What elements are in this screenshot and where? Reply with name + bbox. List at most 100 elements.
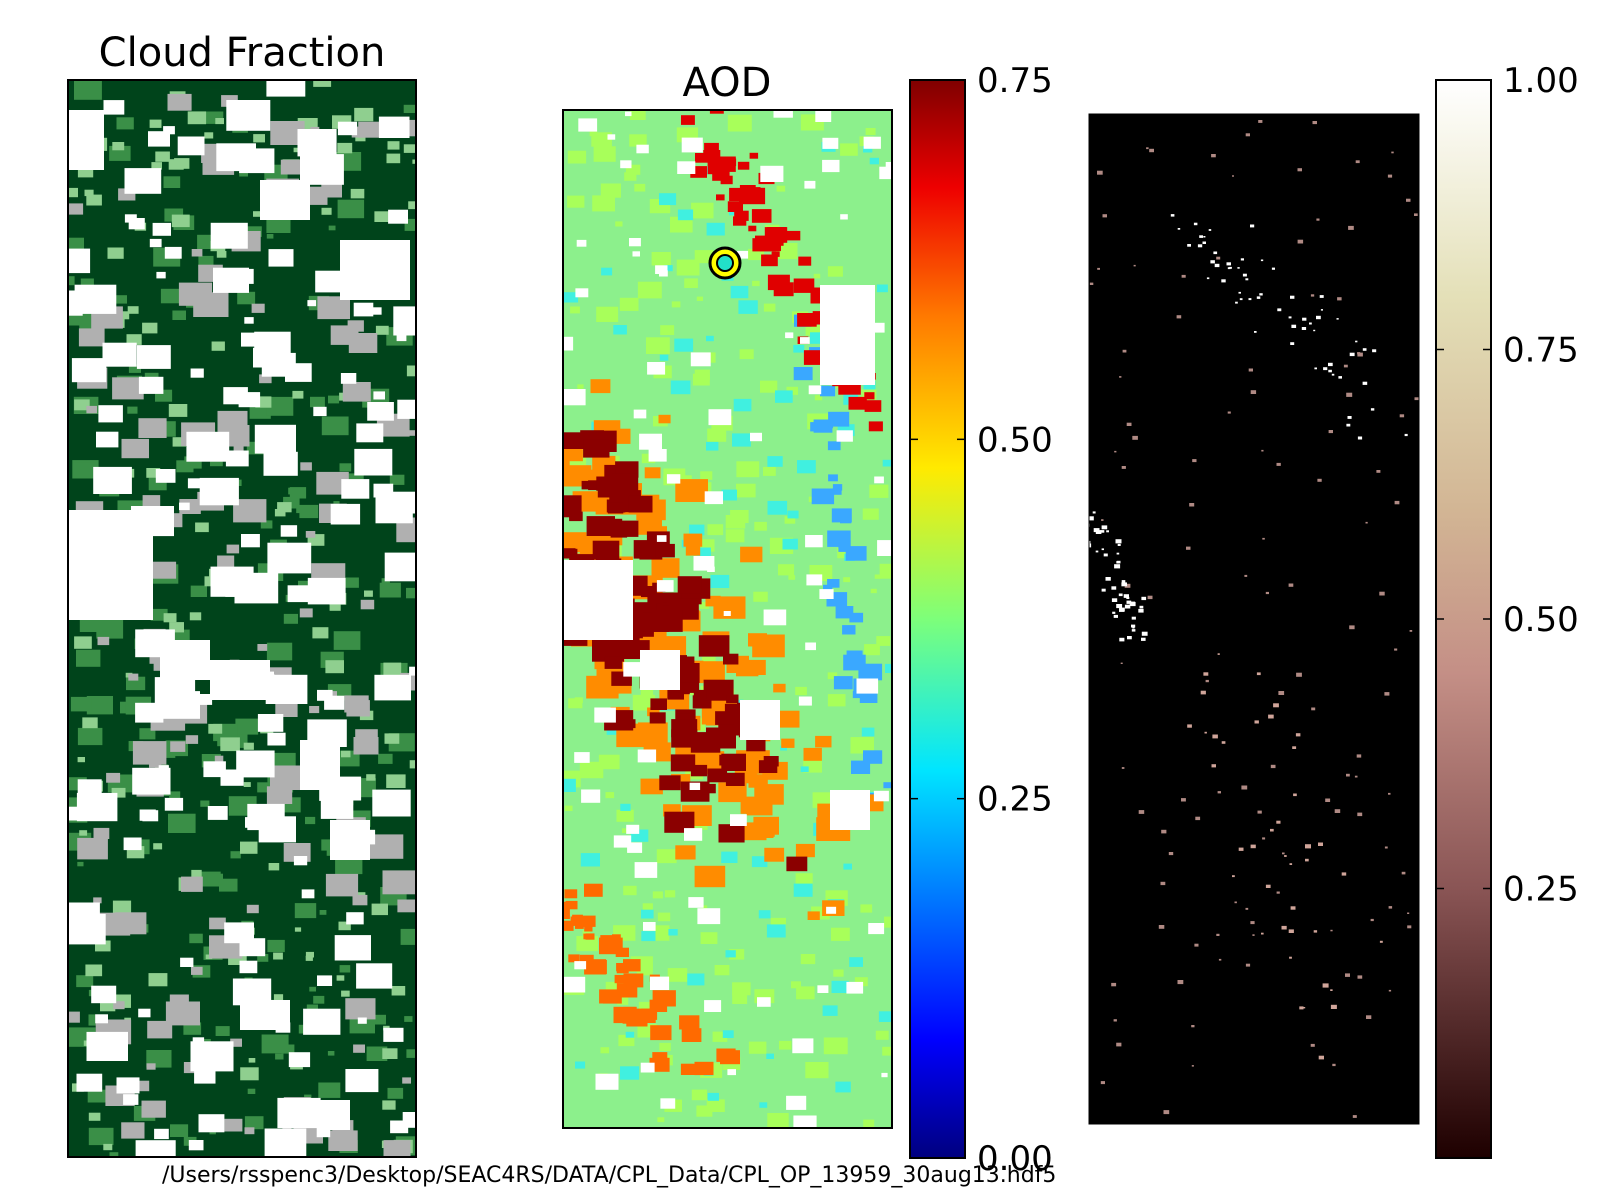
third-map-cell <box>1330 929 1333 932</box>
cloud-fraction-cell <box>366 774 376 781</box>
aod-missing <box>800 337 810 344</box>
aod-missing <box>620 160 632 169</box>
cloud-fraction-cell <box>328 395 340 404</box>
aod-missing <box>574 752 590 763</box>
cloud-fraction-cell <box>155 151 170 162</box>
aod-cell <box>657 1117 665 1123</box>
cloud-fraction-cell <box>168 404 188 417</box>
third-map-cell <box>1317 478 1322 482</box>
aod-cell <box>749 152 759 159</box>
cloud-fraction-cell <box>257 782 272 793</box>
aod-cell <box>700 471 713 480</box>
cloud-fraction-cell <box>328 1130 358 1151</box>
aod-map-frame <box>562 109 893 1129</box>
aod-cell <box>882 1046 892 1056</box>
aod-cell <box>640 688 654 697</box>
cloud-fraction-cell <box>253 134 265 143</box>
cloud-fraction-cell <box>321 416 349 436</box>
aod-cell <box>649 712 666 724</box>
cloud-fraction-cell <box>313 80 332 87</box>
third-map-cell <box>1248 368 1253 372</box>
aod-cell <box>668 929 678 936</box>
cloud-fraction-cell <box>243 742 254 750</box>
cloud-fraction-clear <box>76 1073 103 1092</box>
pink-colorbar-tick-label: 0.75 <box>1503 331 1579 371</box>
third-map-cell <box>1170 214 1175 217</box>
aod-cell <box>851 760 871 774</box>
pink-colorbar-tick-label: 1.00 <box>1503 61 1579 101</box>
aod-cell <box>641 586 657 598</box>
aod-cell <box>885 663 892 673</box>
aod-cell <box>753 591 768 602</box>
cloud-fraction-cell <box>239 170 248 177</box>
aod-cell <box>795 686 807 696</box>
cloud-fraction-cell <box>336 975 345 981</box>
aod-cell <box>657 912 671 922</box>
third-map-cell <box>1330 989 1333 991</box>
third-map-cell <box>1092 511 1096 514</box>
third-map-cell <box>1126 422 1132 426</box>
third-map-cell <box>1414 397 1419 401</box>
cloud-fraction-clear <box>91 985 117 1004</box>
aod-cell <box>702 783 716 794</box>
cloud-fraction-cell <box>70 696 92 712</box>
third-map-cell <box>1288 929 1294 933</box>
aod-cell <box>484 369 509 386</box>
third-map-cell <box>1245 907 1249 910</box>
aod-cell <box>675 479 708 502</box>
aod-cell <box>590 379 611 394</box>
aircraft-marker <box>708 246 742 280</box>
cloud-fraction-cell <box>172 437 186 447</box>
aod-missing <box>750 432 762 442</box>
aod-cell <box>690 764 708 777</box>
cloud-fraction-clear <box>138 376 164 394</box>
aod-missing <box>640 1062 655 1073</box>
aod-cell <box>615 221 623 227</box>
aod-cell <box>563 920 574 931</box>
aod-missing <box>575 288 589 298</box>
aod-cell <box>707 524 724 536</box>
third-map-cell <box>1338 376 1342 379</box>
aod-cell <box>681 115 695 125</box>
aod-missing <box>704 1000 722 1012</box>
aod-cell <box>582 930 591 936</box>
aod-cell <box>798 256 812 266</box>
third-map-cell <box>1349 625 1355 630</box>
third-map-cell <box>1177 228 1181 230</box>
aod-cell <box>641 931 656 942</box>
aod-cell <box>680 656 695 667</box>
aod-cell <box>827 530 851 547</box>
cloud-fraction-clear <box>188 1140 204 1151</box>
aod-cell <box>716 1048 736 1062</box>
aod-cell <box>625 164 641 175</box>
cloud-fraction-cell <box>333 501 340 506</box>
cloud-fraction-clear <box>372 789 411 817</box>
aod-cell <box>838 544 850 552</box>
cloud-fraction-cell <box>84 189 94 197</box>
third-map-cell <box>1303 1007 1306 1009</box>
aod-cell <box>620 1066 640 1080</box>
cloud-fraction-cell <box>328 691 337 698</box>
cloud-fraction-clear <box>164 246 182 259</box>
aod-cell <box>593 146 616 162</box>
aod-cell <box>827 441 841 451</box>
cloud-fraction-cell <box>205 954 213 960</box>
third-map-cell <box>1101 548 1104 551</box>
cloud-fraction-cell <box>375 325 389 335</box>
cloud-fraction-cell <box>382 870 416 895</box>
third-map-cell <box>1336 318 1339 320</box>
third-map-cell <box>1394 648 1398 651</box>
third-map-cell <box>1245 278 1249 281</box>
aod-cell <box>570 916 585 926</box>
third-map-cell <box>1197 244 1203 248</box>
aod-cell <box>642 903 653 911</box>
third-map-cell <box>1370 918 1374 922</box>
aod-cell <box>828 474 838 482</box>
cloud-fraction-clear <box>154 1128 169 1140</box>
aod-cell <box>869 157 879 165</box>
cloud-fraction-cell <box>169 622 184 633</box>
aod-cell <box>725 158 737 167</box>
aod-cell <box>842 625 856 635</box>
aod-cell <box>685 545 701 556</box>
aod-cell <box>734 210 749 221</box>
